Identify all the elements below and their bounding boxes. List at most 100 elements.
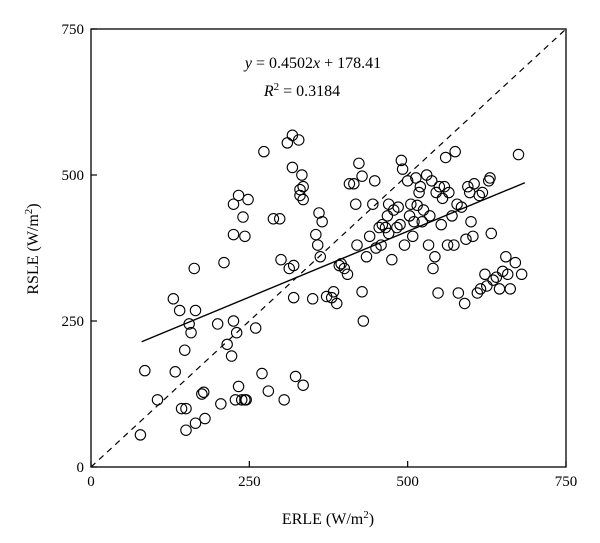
data-point [338,262,351,275]
data-point [199,412,211,425]
one-to-one-reference-line [90,28,567,468]
data-point [211,318,224,330]
data-point [225,350,238,362]
y-axis-title-sup: 2 [23,209,35,215]
equation-line: y = 0.4502x + 178.41 [243,55,381,72]
r-squared-r: R [263,83,274,100]
data-point [473,189,485,202]
data-point [501,268,514,281]
y-tick-label: 500 [62,168,85,184]
data-point [275,253,287,266]
data-point [401,175,414,187]
data-point [467,230,479,243]
data-point [395,154,408,167]
regression-line [141,182,526,343]
data-point [242,193,254,206]
data-point [416,215,428,228]
data-point [381,210,394,222]
data-point [311,239,324,251]
data-point [439,151,452,164]
data-point [330,297,343,310]
data-point [139,364,151,377]
data-point [367,198,379,210]
y-tick-label: 750 [62,22,85,38]
data-point [485,227,498,240]
data-point [360,251,373,263]
data-point [487,274,499,286]
data-point [441,239,454,251]
data-point [306,293,319,305]
data-point [188,262,200,275]
data-point [183,318,195,330]
x-axis-title-main: ERLE (W/m [282,511,364,528]
equation-y-var: y [243,55,253,72]
data-point [215,398,227,410]
data-point [196,388,208,400]
data-point [438,180,451,193]
data-point [239,230,251,243]
data-point [175,402,188,415]
x-tick-label: 250 [238,474,261,490]
data-point [151,394,164,406]
data-point [357,315,370,327]
data-point [465,215,477,228]
data-point [493,283,506,295]
y-axis-title: RSLE (W/m2) [23,203,42,294]
data-point [392,201,404,213]
plot-frame [90,28,567,468]
data-point [424,210,436,222]
data-point [356,286,368,298]
data-point [273,213,286,225]
data-point [481,280,493,292]
data-point [262,385,275,397]
equation-slope: = 0.4502 [252,55,313,72]
r-squared-line: R2 = 0.3184 [263,81,340,100]
data-point [406,230,419,243]
data-point [287,291,300,304]
data-point [278,394,290,406]
data-point [256,367,268,380]
data-point [189,304,202,317]
y-tick-label: 250 [62,314,85,330]
data-point [286,161,299,174]
data-point [180,424,192,436]
r-squared-value: = 0.3184 [279,83,340,100]
x-axis-title-sup: 2 [363,509,369,521]
data-point [218,256,230,269]
y-axis-title-main: RSLE (W/m [25,214,42,295]
x-tick-label: 500 [396,474,419,490]
data-point [232,380,245,393]
data-point [509,256,522,269]
data-point [448,239,460,251]
data-point [413,186,425,199]
data-point [398,239,411,251]
data-point [443,186,455,199]
regression-line-group [141,182,526,343]
data-point [468,178,480,190]
data-point [316,215,328,228]
data-point [471,287,484,299]
data-point [314,251,327,263]
data-point [436,192,449,205]
data-point [427,262,439,275]
data-point [348,178,360,190]
data-point [386,253,398,266]
data-point [169,366,181,378]
data-point [479,268,491,281]
data-point [458,297,471,310]
equation-x-var: x [312,55,320,72]
data-point [134,429,147,441]
data-point [422,239,435,251]
data-point [432,287,444,299]
data-point [267,213,280,225]
data-point [258,145,270,158]
data-point [396,163,409,175]
data-point [287,259,300,272]
data-point [281,137,294,149]
data-point [455,201,468,213]
data-point [167,293,180,305]
data-point [296,169,308,181]
data-point [353,157,365,170]
data-point [327,286,340,298]
data-point [379,221,392,234]
